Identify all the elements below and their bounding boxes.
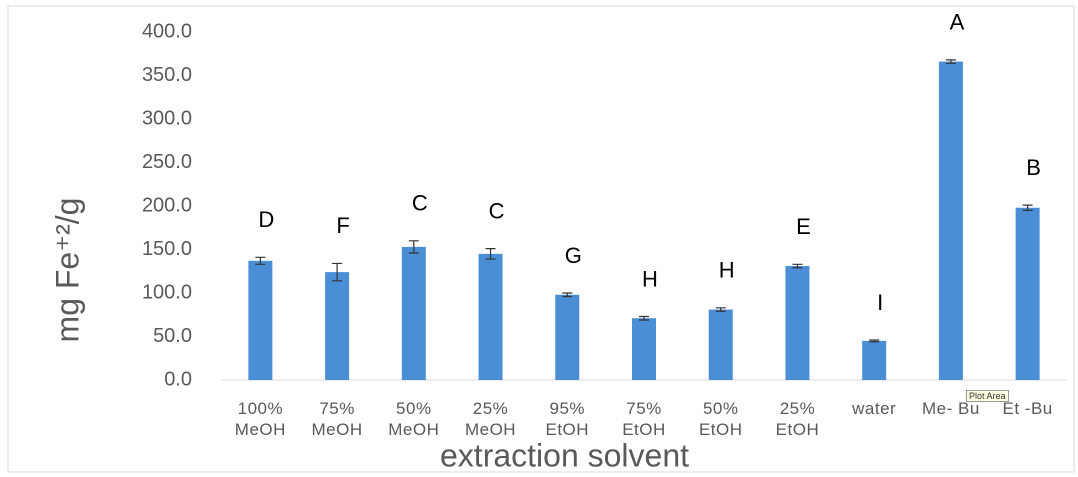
error-bar <box>562 292 573 298</box>
error-bar <box>639 315 649 321</box>
error-bar <box>715 307 726 312</box>
tooltip: Plot Area <box>966 390 1009 402</box>
significance-letter: C <box>489 198 505 223</box>
bar <box>632 318 656 380</box>
significance-letter: G <box>565 243 582 268</box>
significance-letter: F <box>336 213 349 238</box>
y-axis-title: mg Fe⁺²/g <box>49 198 85 343</box>
significance-letter: C <box>412 191 428 216</box>
x-tick-label: 25% MeOH <box>464 399 517 439</box>
error-bar <box>485 248 496 260</box>
bar <box>1015 207 1040 380</box>
error-bar <box>408 240 419 254</box>
y-tick-label: 200.0 <box>142 194 192 216</box>
bar <box>862 340 887 380</box>
chart-frame <box>7 5 1075 473</box>
error-bar <box>945 59 956 64</box>
x-tick-label: Me- Bu <box>922 399 980 418</box>
significance-letter: H <box>719 258 735 283</box>
x-tick-label: 50% MeOH <box>388 399 440 439</box>
bar <box>248 260 273 380</box>
x-tick-label: 50% EtOH <box>698 399 743 439</box>
bar <box>325 272 350 380</box>
error-bar <box>1022 204 1033 211</box>
y-tick-label: 150.0 <box>142 238 192 260</box>
significance-letter: I <box>877 290 883 315</box>
bar <box>555 294 580 380</box>
significance-letter: B <box>1026 155 1041 180</box>
y-tick-label: 400.0 <box>142 20 192 42</box>
bar <box>708 309 733 380</box>
error-bar <box>869 339 880 343</box>
error-bar <box>255 256 266 265</box>
error-bar <box>792 263 803 269</box>
significance-letter: H <box>642 266 658 291</box>
bar <box>785 266 810 380</box>
bar <box>938 61 963 381</box>
bar <box>478 253 503 380</box>
x-tick-label: 75% MeOH <box>311 399 363 439</box>
y-tick-label: 300.0 <box>142 107 192 129</box>
y-tick-label: 350.0 <box>142 64 192 86</box>
y-tick-label: 250.0 <box>142 151 192 173</box>
x-tick-label: 25% EtOH <box>775 399 820 439</box>
significance-letter: D <box>258 207 274 232</box>
x-tick-label: 100% MeOH <box>234 399 286 439</box>
x-tick-label: 95% EtOH <box>545 399 590 439</box>
y-tick-label: 0.0 <box>164 368 192 390</box>
x-tick-label: 75% EtOH <box>622 399 666 439</box>
significance-letter: E <box>796 214 811 239</box>
x-tick-label: water <box>852 399 897 418</box>
error-bar <box>332 262 343 282</box>
y-tick-label: 50.0 <box>153 325 192 347</box>
x-axis-title: extraction solvent <box>440 437 689 473</box>
x-tick-label: Et -Bu <box>1002 399 1053 418</box>
bar <box>401 246 426 380</box>
y-tick-label: 100.0 <box>142 281 192 303</box>
significance-letter: A <box>950 10 965 35</box>
